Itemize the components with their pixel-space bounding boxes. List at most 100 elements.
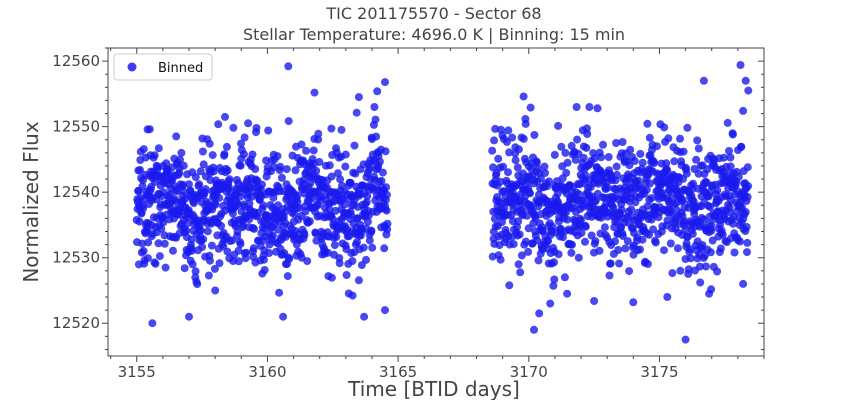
data-point [138,239,147,248]
data-point [240,150,248,159]
data-point [743,238,752,247]
data-point [362,255,370,264]
data-point [574,253,583,262]
data-point [626,145,635,154]
data-point [629,298,638,307]
data-point [692,155,701,164]
data-point [262,156,271,165]
data-point [193,280,202,289]
data-point [340,200,349,209]
data-point [595,246,604,255]
data-point [160,239,169,248]
data-point [719,153,728,162]
data-point [651,238,660,247]
data-point [730,248,739,257]
data-point [612,162,621,171]
data-point [642,185,651,194]
data-point [683,123,692,132]
data-point [303,257,312,266]
data-point [504,168,512,177]
data-point [323,248,332,257]
data-point [741,208,750,216]
data-point [225,175,234,184]
data-point [248,150,257,159]
data-point [496,177,505,186]
data-point [240,133,249,142]
data-point [681,335,690,344]
data-point [305,217,314,226]
data-point [597,153,606,162]
data-point [283,272,292,281]
data-point [583,130,592,138]
data-point [341,150,350,159]
y-tick-label: 12530 [52,249,100,267]
data-point [242,248,251,257]
data-point [188,246,196,255]
data-point [553,189,562,198]
data-point [604,153,613,161]
data-point [214,120,223,129]
data-point [557,142,566,151]
data-point [694,144,703,153]
data-point [621,244,630,253]
data-point [645,133,654,142]
data-point [381,306,389,315]
data-point [688,229,697,238]
data-point [514,145,523,154]
data-point [744,86,753,95]
data-point [179,180,187,189]
data-point [718,230,727,239]
data-point [591,196,600,205]
data-point [352,108,361,117]
data-point [734,172,743,181]
data-point [739,279,748,288]
data-point [488,252,497,261]
data-point [563,215,572,224]
data-point [490,136,499,145]
data-point [310,88,319,97]
data-point [670,157,679,166]
data-point [519,134,528,143]
data-point [660,123,669,132]
data-point [260,266,269,274]
data-point [284,62,293,71]
data-point [508,133,517,142]
data-point [541,169,549,177]
data-point [618,138,627,146]
data-point [585,103,594,111]
y-tick-label: 12560 [52,52,100,70]
data-point [191,173,200,182]
data-point [494,154,503,163]
data-point [210,264,219,273]
data-point [342,271,351,279]
data-point [139,145,148,154]
data-point [743,248,751,257]
data-point [373,87,382,96]
data-point [693,136,702,145]
data-points [132,61,753,344]
data-point [179,186,188,195]
x-tick-label: 3160 [248,363,286,381]
data-point [221,112,229,121]
data-point [643,119,652,128]
data-point [198,243,207,251]
data-point [705,289,714,298]
data-point [587,231,596,240]
data-point [208,151,217,160]
x-axis-label: Time [BTID days] [347,377,520,400]
data-point [138,182,147,191]
data-point [638,235,647,244]
data-point [335,259,344,268]
data-point [285,255,294,263]
data-point [312,166,321,175]
data-point [229,123,238,132]
data-point [530,131,539,139]
data-point [234,246,243,255]
data-point [171,197,180,206]
data-point [277,173,286,182]
data-point [249,244,258,253]
data-point [222,142,231,151]
data-point [368,243,377,252]
data-point [694,169,703,178]
data-point [188,260,197,269]
